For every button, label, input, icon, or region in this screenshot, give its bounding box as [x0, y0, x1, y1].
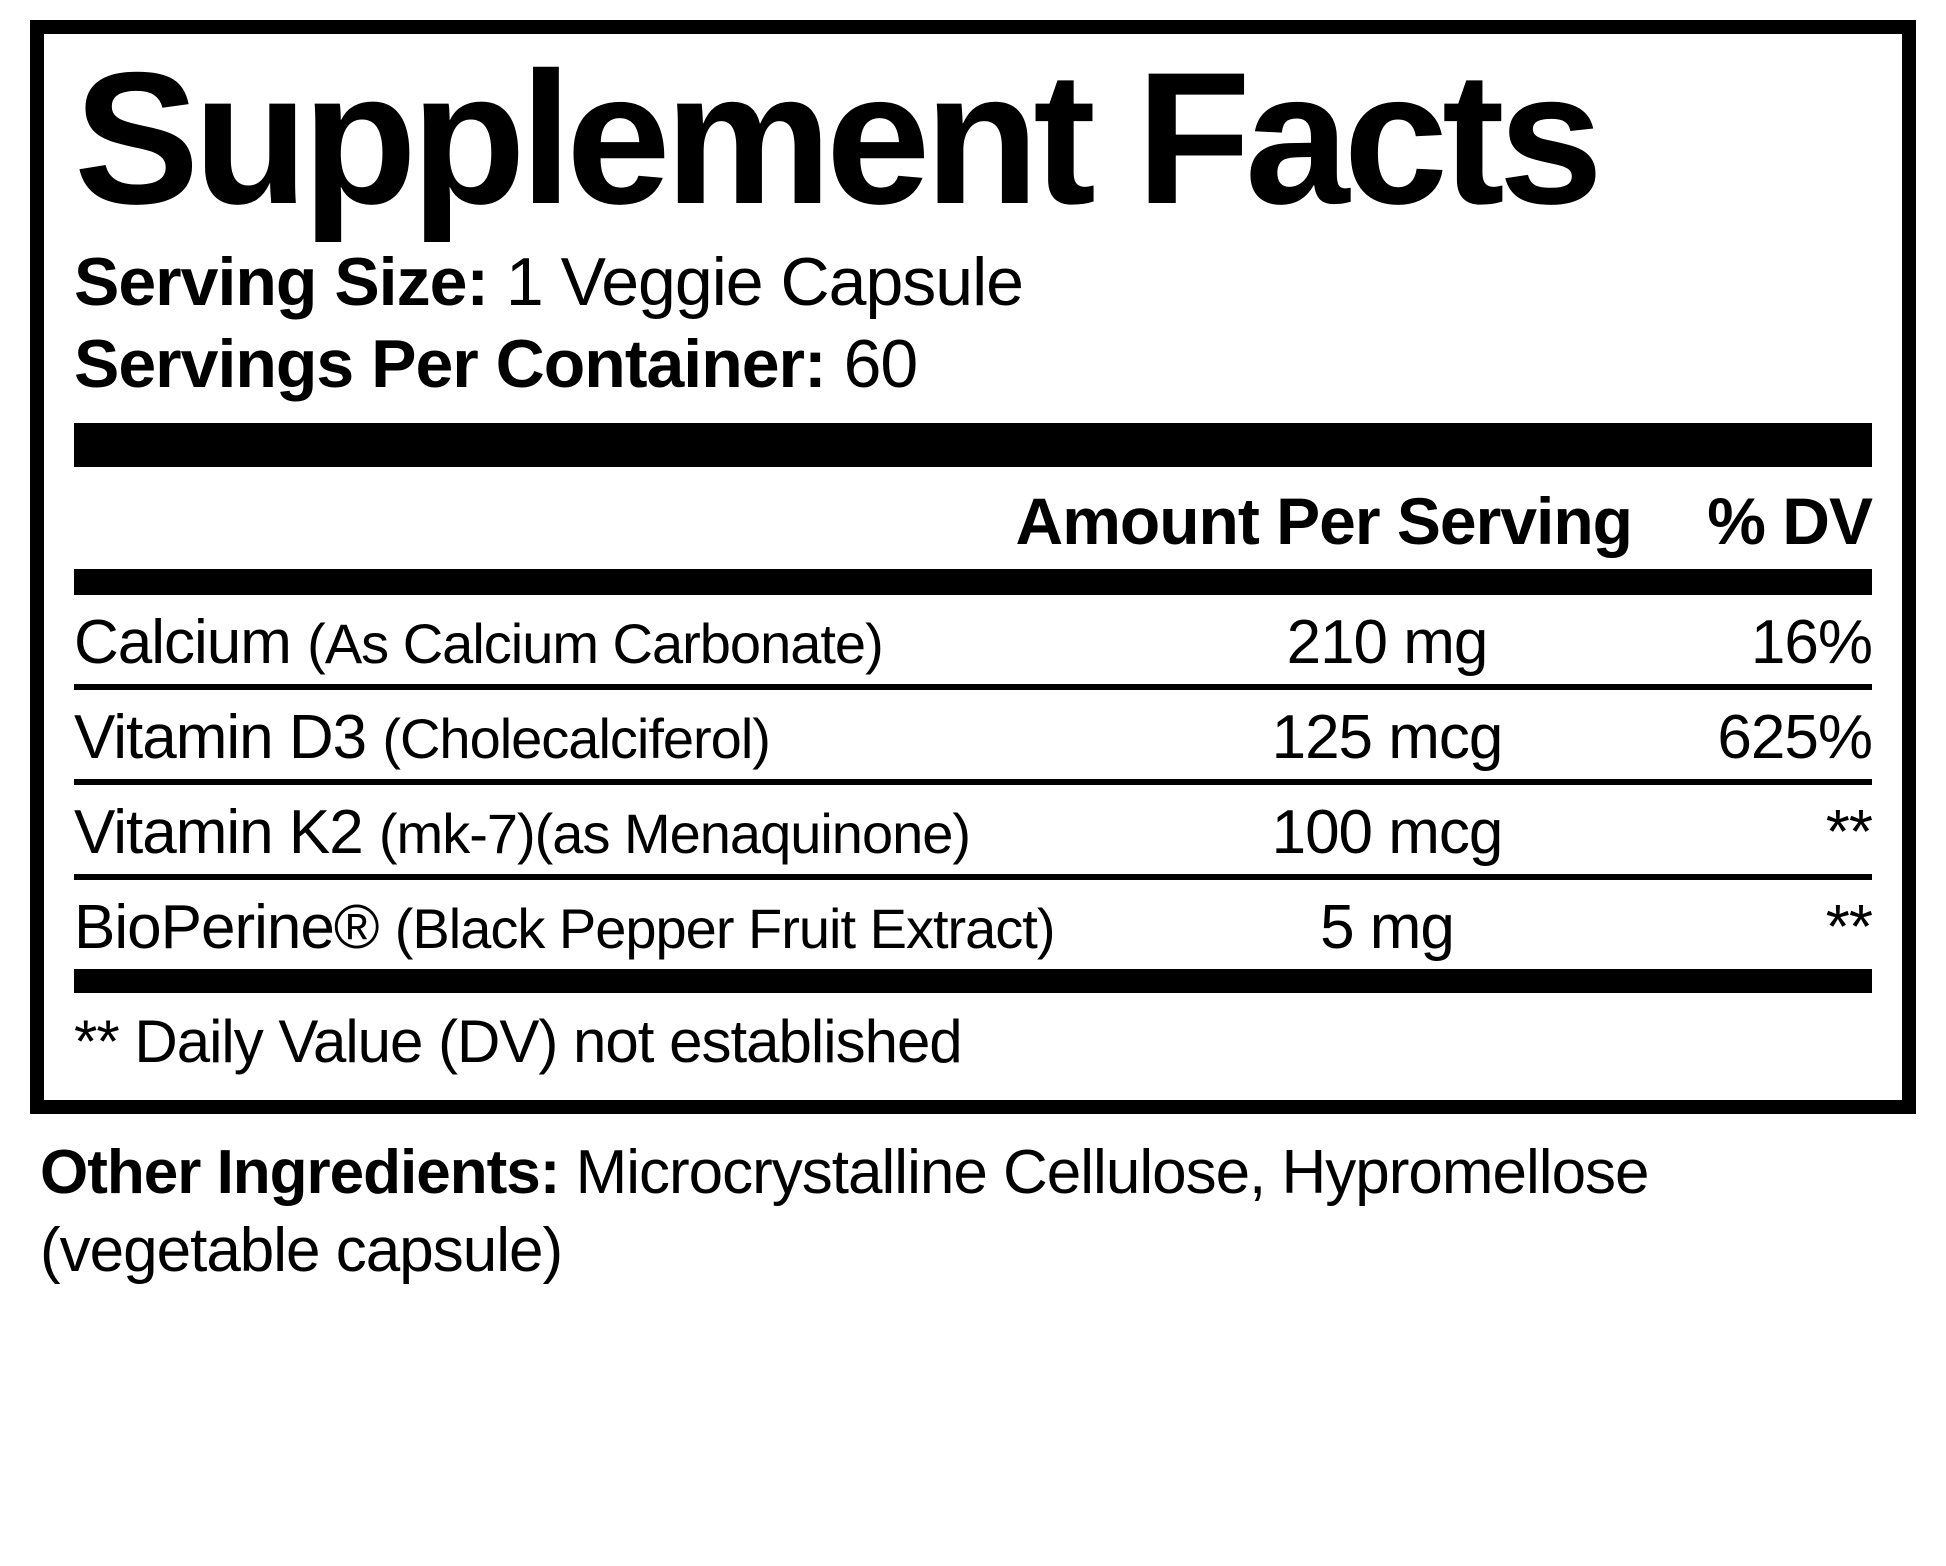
- ingredient-sub: (Cholecalciferol): [382, 707, 770, 770]
- serving-size-label: Serving Size:: [74, 244, 488, 320]
- header-amount: Amount Per Serving: [892, 483, 1632, 559]
- ingredient-amount: 210 mg: [1182, 607, 1592, 678]
- end-divider: [74, 969, 1872, 993]
- ingredient-name: Vitamin K2: [74, 798, 379, 867]
- ingredient-dv: 625%: [1592, 702, 1872, 773]
- ingredient-dv: 16%: [1592, 607, 1872, 678]
- table-header: Amount Per Serving % DV: [74, 477, 1872, 565]
- ingredient-amount: 5 mg: [1182, 892, 1592, 963]
- panel-title: Supplement Facts: [74, 44, 1872, 232]
- table-row: Calcium (As Calcium Carbonate) 210 mg 16…: [74, 595, 1872, 690]
- ingredient-name: Calcium: [74, 608, 307, 677]
- servings-per-label: Servings Per Container:: [74, 326, 826, 402]
- thick-divider: [74, 423, 1872, 467]
- other-ingredients: Other Ingredients: Microcrystalline Cell…: [30, 1114, 1916, 1289]
- ingredient-sub: (Black Pepper Fruit Extract): [395, 897, 1055, 960]
- table-row: Vitamin D3 (Cholecalciferol) 125 mcg 625…: [74, 690, 1872, 785]
- ingredient-name: BioPerine®: [74, 893, 395, 962]
- serving-size-line: Serving Size: 1 Veggie Capsule: [74, 242, 1872, 324]
- supplement-facts-wrapper: Supplement Facts Serving Size: 1 Veggie …: [0, 0, 1946, 1309]
- ingredient-sub: (As Calcium Carbonate): [307, 612, 883, 675]
- servings-per-line: Servings Per Container: 60: [74, 324, 1872, 406]
- servings-per-value: 60: [826, 326, 918, 402]
- supplement-facts-panel: Supplement Facts Serving Size: 1 Veggie …: [30, 20, 1916, 1114]
- ingredient-dv: **: [1592, 892, 1872, 963]
- table-row: BioPerine® (Black Pepper Fruit Extract) …: [74, 880, 1872, 975]
- ingredient-amount: 125 mcg: [1182, 702, 1592, 773]
- dv-footnote: ** Daily Value (DV) not established: [74, 993, 1872, 1080]
- table-row: Vitamin K2 (mk-7)(as Menaquinone) 100 mc…: [74, 785, 1872, 880]
- ingredient-dv: **: [1592, 797, 1872, 868]
- header-dv: % DV: [1632, 483, 1872, 559]
- ingredient-name: Vitamin D3: [74, 703, 382, 772]
- ingredient-sub: (mk-7)(as Menaquinone): [379, 802, 970, 865]
- medium-divider: [74, 569, 1872, 595]
- other-ingredients-label: Other Ingredients:: [40, 1138, 559, 1207]
- ingredient-amount: 100 mcg: [1182, 797, 1592, 868]
- serving-size-value: 1 Veggie Capsule: [488, 244, 1023, 320]
